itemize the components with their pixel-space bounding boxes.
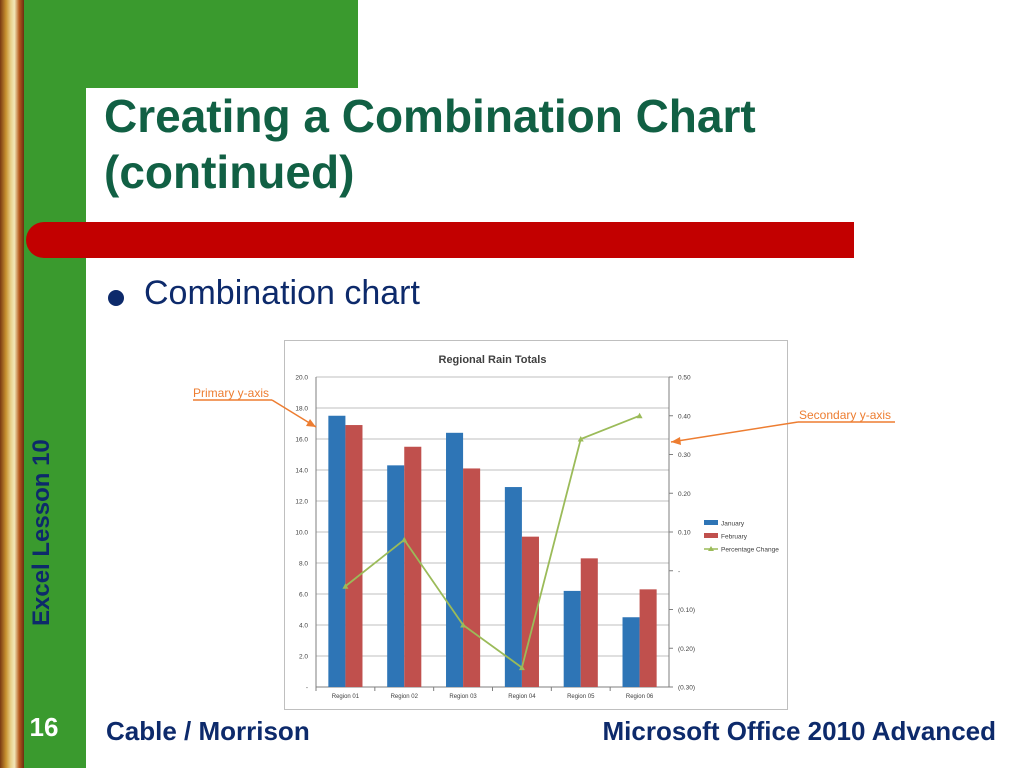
combination-chart: Regional Rain Totals - 2.0 4.0 6.0 8.0 10.0 12.…	[284, 340, 788, 710]
primary-axis-callout: Primary y-axis	[193, 386, 270, 400]
x-tick-label: Region 02	[391, 694, 419, 700]
legend-label: February	[721, 534, 748, 541]
title-divider-bar	[26, 222, 854, 258]
line-marker	[518, 664, 525, 671]
line-marker	[460, 622, 467, 628]
y2-tick-label: (0.10)	[678, 607, 695, 614]
y-tick-label: 18.0	[295, 406, 308, 413]
slide-title: Creating a Combination Chart (continued)	[104, 90, 756, 198]
y2-tick-label: (0.20)	[678, 646, 695, 653]
bar-january	[504, 487, 522, 687]
y2-tick-label: 0.50	[678, 375, 691, 382]
page-number: 16	[29, 712, 59, 742]
x-tick-label: Region 01	[332, 694, 360, 700]
y-tick-label: 6.0	[299, 592, 308, 599]
y2-tick-label: (0.30)	[678, 685, 695, 692]
line-marker	[342, 583, 349, 589]
chart-svg: Regional Rain Totals - 2.0 4.0 6.0 8.0 10.0 12.…	[295, 354, 779, 700]
decorative-side-image	[0, 0, 24, 768]
bar-february	[580, 558, 598, 687]
bullet-text: Combination chart	[144, 274, 420, 312]
footer-course: Microsoft Office 2010 Advanced	[602, 716, 997, 746]
bar-january	[387, 465, 405, 687]
primary-arrowhead	[306, 419, 316, 427]
bar-january	[446, 432, 464, 687]
y2-tick-label: 0.30	[678, 452, 691, 459]
legend-label: Percentage Change	[721, 547, 779, 554]
bar-february	[345, 425, 363, 687]
y-tick-label: 12.0	[295, 499, 308, 506]
green-header-block	[24, 0, 358, 88]
y2-tick-label: 0.20	[678, 491, 691, 498]
chart-title: Regional Rain Totals	[439, 354, 547, 366]
bar-january	[622, 617, 640, 687]
y-tick-label: -	[306, 685, 308, 692]
y-tick-label: 2.0	[299, 654, 308, 661]
bar-february	[639, 589, 657, 687]
y-tick-label: 10.0	[295, 530, 308, 537]
y2-tick-label: 0.10	[678, 530, 691, 537]
line-marker	[401, 536, 408, 543]
secondary-axis-callout: Secondary y-axis	[799, 408, 892, 422]
bar-january	[563, 590, 581, 687]
legend-swatch	[704, 520, 718, 525]
x-tick-label: Region 03	[449, 694, 477, 700]
content-panel-top	[358, 0, 1024, 88]
legend-marker	[708, 546, 714, 551]
x-tick-label: Region 05	[567, 694, 595, 700]
secondary-arrowhead	[671, 437, 681, 445]
y-tick-label: 14.0	[295, 468, 308, 475]
legend-label: January	[721, 521, 745, 528]
y-tick-label: 8.0	[299, 561, 308, 568]
line-marker	[636, 412, 643, 419]
bullet-dot	[108, 290, 124, 306]
footer-authors: Cable / Morrison	[106, 716, 310, 746]
y-tick-label: 4.0	[299, 623, 308, 630]
line-marker	[577, 436, 584, 442]
bar-february	[404, 446, 422, 687]
bar-january	[328, 415, 346, 687]
y2-tick-label: 0.40	[678, 413, 691, 420]
line-percentage-change	[344, 414, 640, 670]
x-tick-label: Region 06	[626, 694, 654, 700]
y-tick-label: 20.0	[295, 375, 308, 382]
y-tick-label: 16.0	[295, 437, 308, 444]
y2-tick-label: -	[678, 568, 680, 575]
green-side-column	[24, 0, 86, 768]
x-tick-label: Region 04	[508, 694, 536, 700]
bar-february	[463, 468, 481, 687]
legend-swatch	[704, 533, 718, 538]
secondary-callout-arrow	[670, 421, 799, 443]
